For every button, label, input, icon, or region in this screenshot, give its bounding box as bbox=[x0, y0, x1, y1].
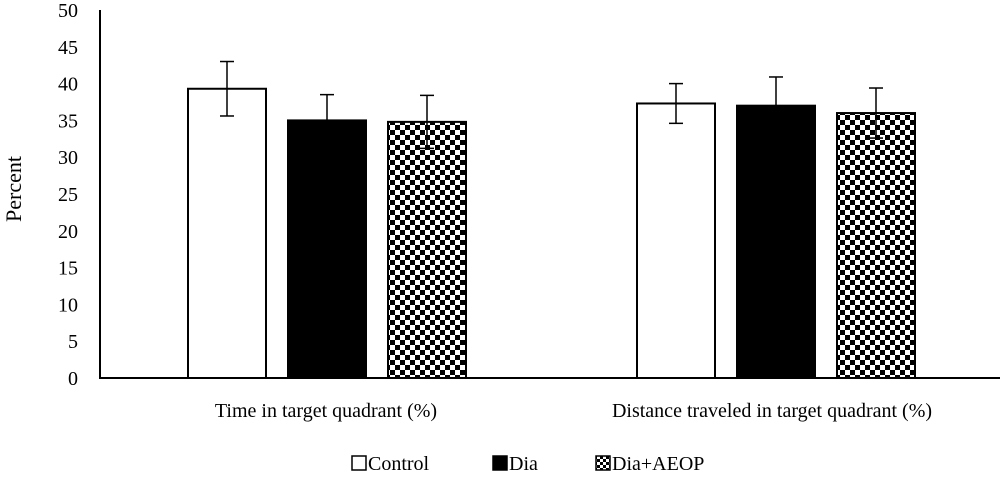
y-axis-title: Percent bbox=[1, 156, 26, 222]
x-category-label: Time in target quadrant (%) bbox=[215, 400, 437, 422]
y-tick-label: 5 bbox=[68, 331, 78, 353]
x-category-label: Distance traveled in target quadrant (%) bbox=[612, 400, 932, 422]
legend: Control Dia Dia+AEOP bbox=[351, 453, 704, 475]
y-tick-label: 0 bbox=[68, 368, 78, 390]
error-bar-control-1 bbox=[669, 82, 683, 125]
y-tick-label: 50 bbox=[58, 0, 78, 22]
legend-item-dia: Dia bbox=[492, 453, 538, 475]
legend-swatch bbox=[351, 455, 367, 471]
bar-control-1 bbox=[636, 102, 716, 380]
error-bar-dia-0 bbox=[320, 93, 334, 147]
bar-dia-aeop-0 bbox=[387, 120, 467, 379]
axes bbox=[99, 10, 1000, 379]
error-bar-dia-aeop-0 bbox=[420, 94, 434, 150]
category-labels: Time in target quadrant (%) Distance trav… bbox=[215, 400, 932, 422]
y-tick-label: 25 bbox=[58, 184, 78, 206]
y-tick-label: 10 bbox=[58, 294, 78, 316]
legend-label: Dia+AEOP bbox=[612, 453, 704, 475]
legend-swatch bbox=[492, 455, 508, 471]
y-tick-label: 40 bbox=[58, 74, 78, 96]
bar-dia-aeop-1 bbox=[836, 112, 916, 379]
y-tick-label: 45 bbox=[58, 37, 78, 59]
y-tick-label: 15 bbox=[58, 258, 78, 280]
error-bar-dia-1 bbox=[769, 76, 783, 136]
bar-dia-0 bbox=[287, 119, 367, 380]
y-tick-label: 30 bbox=[58, 147, 78, 169]
error-bar-control-0 bbox=[220, 60, 234, 117]
error-bar-dia-aeop-1 bbox=[869, 87, 883, 139]
legend-swatch bbox=[595, 455, 611, 471]
legend-item-dia-aeop: Dia+AEOP bbox=[595, 453, 704, 475]
legend-item-control: Control bbox=[351, 453, 430, 475]
legend-label: Dia bbox=[509, 453, 538, 475]
error-bars bbox=[220, 60, 883, 150]
legend-label: Control bbox=[368, 453, 430, 475]
bars bbox=[187, 87, 916, 380]
bar-control-0 bbox=[187, 87, 267, 379]
y-axis-ticks: 0 5 10 15 20 25 30 35 40 45 50 bbox=[58, 0, 78, 390]
y-tick-label: 20 bbox=[58, 221, 78, 243]
y-tick-label: 35 bbox=[58, 110, 78, 132]
bar-dia-1 bbox=[736, 104, 816, 380]
